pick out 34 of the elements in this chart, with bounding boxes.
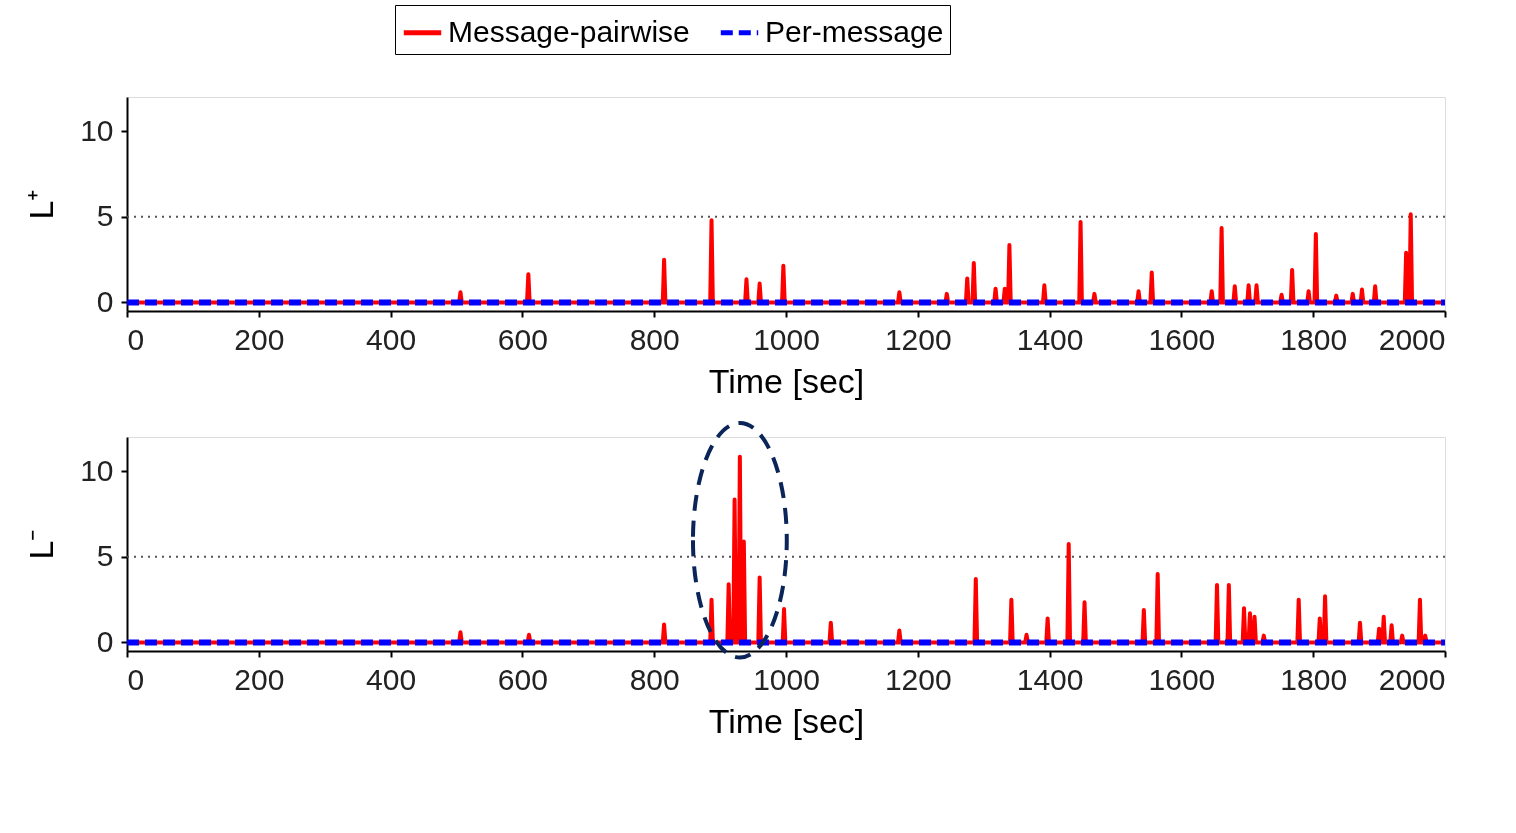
x-tick-label: 1400 (1016, 662, 1084, 696)
x-tick-label: 200 (234, 662, 285, 696)
x-tick-label: 200 (234, 322, 285, 356)
x-tick-label: 400 (366, 322, 417, 356)
x-tick-label: 400 (366, 662, 417, 696)
x-tick-label: 1800 (1280, 662, 1348, 696)
x-tick-label: 2000 (1378, 322, 1446, 356)
y-tick-label: 0 (96, 624, 114, 658)
y-tick-label: 5 (96, 199, 114, 233)
legend-label: Per-message (765, 14, 944, 48)
x-tick-label: 1400 (1016, 322, 1084, 356)
x-tick-label: 800 (629, 322, 680, 356)
x-tick-label: 0 (127, 662, 145, 696)
x-tick-label: 1600 (1148, 662, 1216, 696)
y-tick-label: 0 (96, 284, 114, 318)
x-tick-label: 1000 (753, 662, 820, 696)
y-axis-title: L⁺ (22, 189, 61, 220)
x-tick-label: 0 (127, 322, 145, 356)
y-tick-label: 10 (80, 113, 114, 147)
x-tick-label: 600 (497, 322, 548, 356)
x-tick-label: 1200 (884, 662, 952, 696)
x-tick-label: 1800 (1280, 322, 1348, 356)
legend-label: Message-pairwise (448, 14, 690, 48)
x-tick-label: 2000 (1378, 662, 1446, 696)
y-tick-label: 10 (80, 453, 114, 487)
y-tick-label: 5 (96, 539, 114, 573)
x-tick-label: 800 (629, 662, 680, 696)
x-tick-label: 1600 (1148, 322, 1216, 356)
y-axis-title: L⁻ (22, 529, 61, 560)
x-tick-label: 1200 (884, 322, 952, 356)
x-axis-title: Time [sec] (708, 701, 865, 740)
x-tick-label: 1000 (753, 322, 820, 356)
x-tick-label: 600 (497, 662, 548, 696)
x-axis-title: Time [sec] (708, 361, 865, 400)
